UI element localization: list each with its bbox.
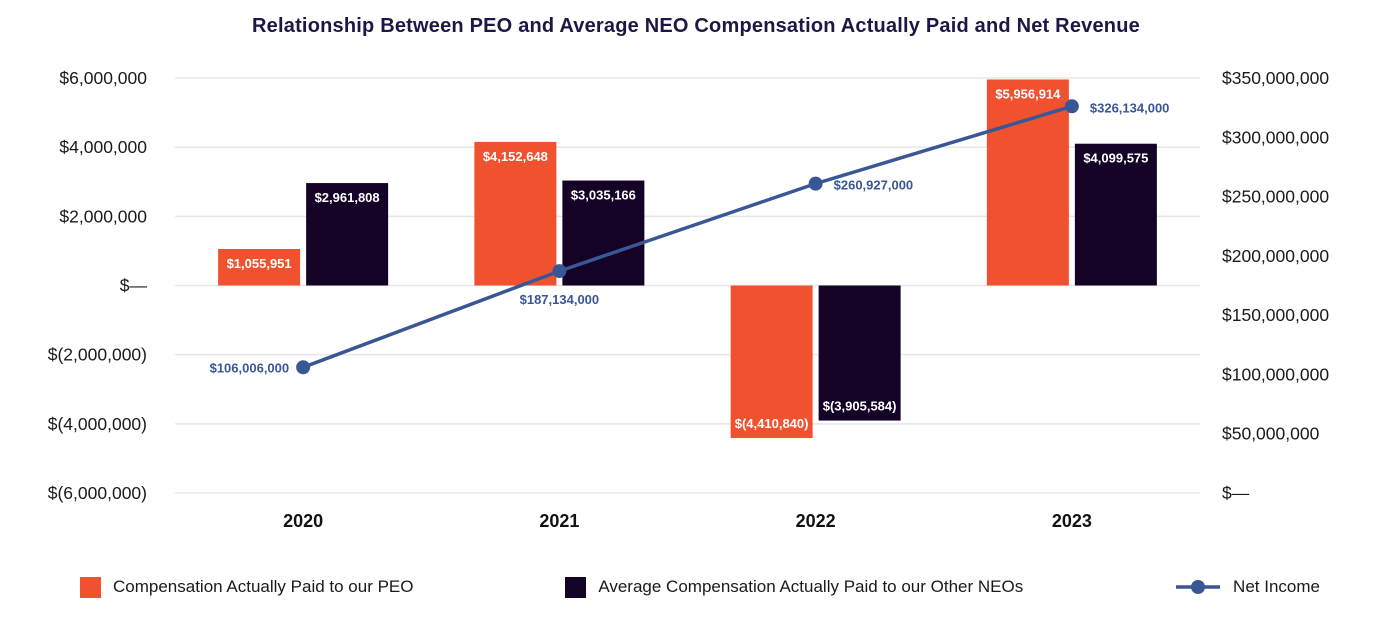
net-income-line bbox=[302, 104, 1073, 369]
legend-item-peo: Compensation Actually Paid to our PEO bbox=[80, 576, 414, 598]
x-axis-year-label: 2021 bbox=[539, 511, 579, 531]
net-income-value-label: $260,927,000 bbox=[834, 178, 914, 193]
peo-bar bbox=[986, 79, 1069, 286]
net-income-point bbox=[808, 176, 823, 191]
x-axis-year-label: 2022 bbox=[796, 511, 836, 531]
legend-label-neo: Average Compensation Actually Paid to ou… bbox=[598, 577, 1024, 596]
peo-bar bbox=[730, 285, 813, 439]
neo-bar-swatch-icon bbox=[565, 576, 587, 598]
x-axis-year-label: 2020 bbox=[283, 511, 323, 531]
right-axis-tick: $200,000,000 bbox=[1222, 246, 1329, 266]
net-income-value-label: $187,134,000 bbox=[520, 292, 600, 307]
x-axis-year-label: 2023 bbox=[1052, 511, 1092, 531]
neo-bar bbox=[562, 180, 645, 286]
bar-value-label: $4,099,575 bbox=[1083, 151, 1148, 166]
bar-value-label: $(3,905,584) bbox=[823, 399, 897, 414]
bar-value-label: $(4,410,840) bbox=[735, 416, 809, 431]
bar-value-label: $4,152,648 bbox=[483, 149, 548, 164]
left-axis-tick: $(4,000,000) bbox=[48, 414, 147, 434]
chart-legend: Compensation Actually Paid to our PEO Av… bbox=[80, 570, 1320, 604]
right-axis-tick: $50,000,000 bbox=[1222, 424, 1320, 444]
right-axis-tick: $100,000,000 bbox=[1222, 364, 1329, 384]
chart-title: Relationship Between PEO and Average NEO… bbox=[252, 15, 1140, 37]
right-axis-tick: $300,000,000 bbox=[1222, 127, 1329, 147]
net-income-value-label: $106,006,000 bbox=[210, 360, 290, 375]
legend-label-net-income: Net Income bbox=[1233, 577, 1320, 596]
left-axis-tick: $(6,000,000) bbox=[48, 483, 147, 503]
combo-bar-line-chart: $6,000,000 $4,000,000 $2,000,000 $— $(2,000,… bbox=[48, 68, 1330, 531]
bar-value-label: $2,961,808 bbox=[315, 190, 380, 205]
left-axis-tick: $2,000,000 bbox=[59, 206, 147, 226]
right-axis-tick: $250,000,000 bbox=[1222, 187, 1329, 207]
peo-bar-swatch-icon bbox=[80, 576, 101, 598]
legend-item-net-income: Net Income bbox=[1175, 576, 1320, 598]
net-income-point bbox=[552, 264, 567, 279]
peo-bar bbox=[218, 248, 301, 286]
left-axis-tick: $4,000,000 bbox=[59, 137, 147, 157]
legend-item-neo: Average Compensation Actually Paid to ou… bbox=[565, 576, 1024, 598]
bar-value-label: $1,055,951 bbox=[227, 256, 292, 271]
legend-label-peo: Compensation Actually Paid to our PEO bbox=[113, 577, 414, 596]
net-income-value-label: $326,134,000 bbox=[1090, 100, 1170, 115]
left-axis-tick: $— bbox=[120, 276, 148, 296]
net-income-point bbox=[296, 360, 311, 375]
neo-bar bbox=[1074, 143, 1157, 286]
bar-value-label: $5,956,914 bbox=[995, 86, 1061, 101]
net-income-line-swatch-icon bbox=[1175, 576, 1221, 598]
peo-bar bbox=[474, 141, 557, 286]
left-axis-tick: $6,000,000 bbox=[59, 68, 147, 88]
neo-bar bbox=[306, 183, 389, 286]
net-income-point bbox=[1064, 99, 1079, 114]
bar-value-label: $3,035,166 bbox=[571, 188, 636, 203]
right-axis-tick: $350,000,000 bbox=[1222, 68, 1329, 88]
right-axis-tick: $150,000,000 bbox=[1222, 305, 1329, 325]
right-axis-tick: $— bbox=[1222, 483, 1250, 503]
left-axis-tick: $(2,000,000) bbox=[48, 345, 147, 365]
neo-bar bbox=[818, 285, 901, 421]
